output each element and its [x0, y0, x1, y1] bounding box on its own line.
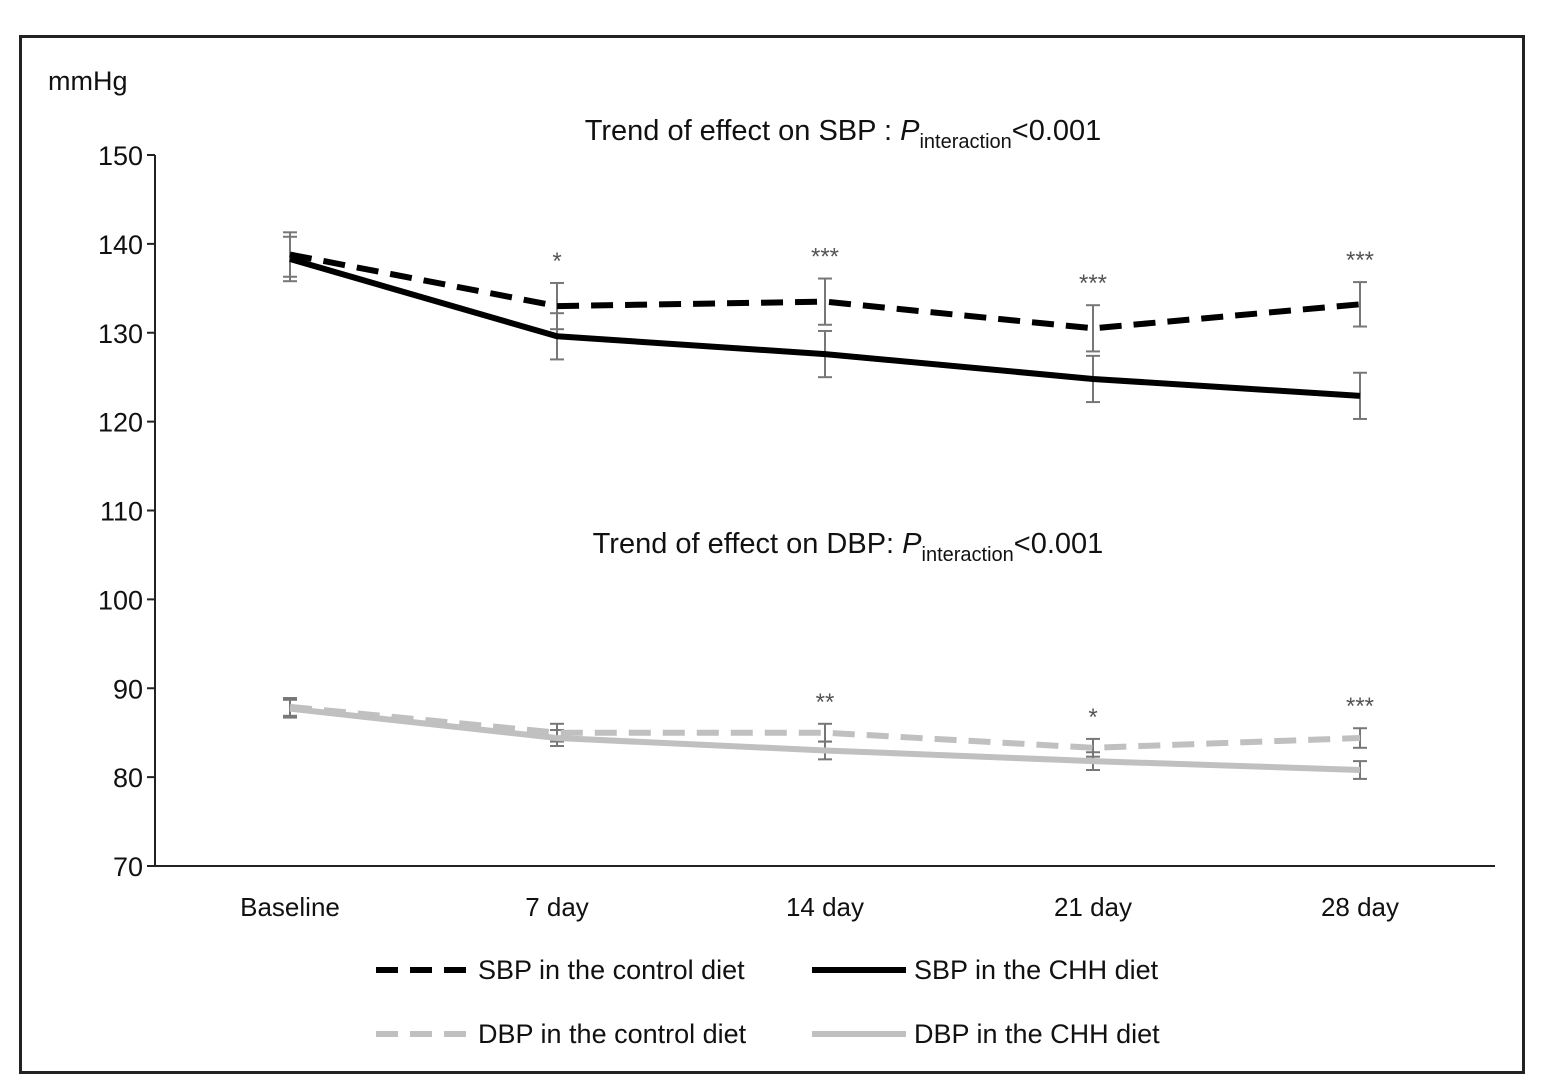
y-tick-label-90: 90 [113, 674, 143, 704]
x-tick-label-21-day: 21 day [1054, 892, 1132, 922]
significance-dbp-28-day: *** [1346, 693, 1374, 720]
significance-sbp-21-day: *** [1079, 270, 1107, 297]
legend-item-dbp-chh: DBP in the CHH diet [812, 1019, 1160, 1049]
series-line-dbp-in-the-chh-diet [289, 705, 1361, 774]
legend-label-dbp-control: DBP in the control diet [478, 1019, 747, 1049]
sbp-trend-title: Trend of effect on SBP : Pinteraction<0.… [585, 115, 1102, 153]
significance-dbp-21-day: * [1088, 704, 1097, 731]
x-tick-label-7-day: 7 day [525, 892, 589, 922]
x-tick-label-28-day: 28 day [1321, 892, 1399, 922]
y-tick-label-140: 140 [98, 230, 143, 260]
significance-dbp-14-day: ** [816, 689, 835, 716]
significance-markers: * ************ *** [552, 244, 1374, 731]
chart-frame [19, 35, 1525, 1074]
y-axis-ticks: 70 80 90 100 110 120 130 140 150 [98, 141, 155, 882]
legend-item-sbp-control: SBP in the control diet [376, 955, 745, 985]
y-unit-label: mmHg [48, 66, 128, 96]
error-bar-sbp-in-the-control-diet-21-day [1086, 304, 1100, 353]
legend-item-dbp-control: DBP in the control diet [376, 1019, 747, 1049]
legend-item-sbp-chh: SBP in the CHH diet [812, 955, 1159, 985]
x-tick-label-baseline: Baseline [240, 892, 340, 922]
x-tick-label-14-day: 14 day [786, 892, 864, 922]
x-axis-labels: Baseline 7 day 14 day 21 day 28 day [240, 892, 1399, 922]
error-bar-sbp-in-the-control-diet-14-day [818, 277, 832, 326]
significance-sbp-28-day: *** [1346, 247, 1374, 274]
error-bars [283, 231, 1367, 780]
series-lines [289, 251, 1361, 774]
y-tick-label-130: 130 [98, 319, 143, 349]
dbp-trend-title: Trend of effect on DBP: Pinteraction<0.0… [593, 528, 1104, 566]
legend-label-dbp-chh: DBP in the CHH diet [914, 1019, 1160, 1049]
legend-label-sbp-control: SBP in the control diet [478, 955, 745, 985]
significance-sbp-7-day: * [552, 248, 561, 275]
y-tick-label-70: 70 [113, 852, 143, 882]
series-line-sbp-in-the-chh-diet [289, 256, 1361, 399]
y-tick-label-80: 80 [113, 763, 143, 793]
legend: SBP in the control diet SBP in the CHH d… [376, 955, 1160, 1049]
y-tick-label-100: 100 [98, 585, 143, 615]
series-line-dbp-in-the-control-diet [289, 703, 1361, 751]
significance-sbp-14-day: *** [811, 244, 839, 271]
legend-label-sbp-chh: SBP in the CHH diet [914, 955, 1159, 985]
y-tick-label-120: 120 [98, 408, 143, 438]
y-tick-label-110: 110 [100, 497, 143, 527]
error-bar-sbp-in-the-control-diet-28-day [1353, 281, 1367, 328]
y-tick-label-150: 150 [98, 141, 143, 171]
series-line-sbp-in-the-control-diet [289, 251, 1361, 332]
